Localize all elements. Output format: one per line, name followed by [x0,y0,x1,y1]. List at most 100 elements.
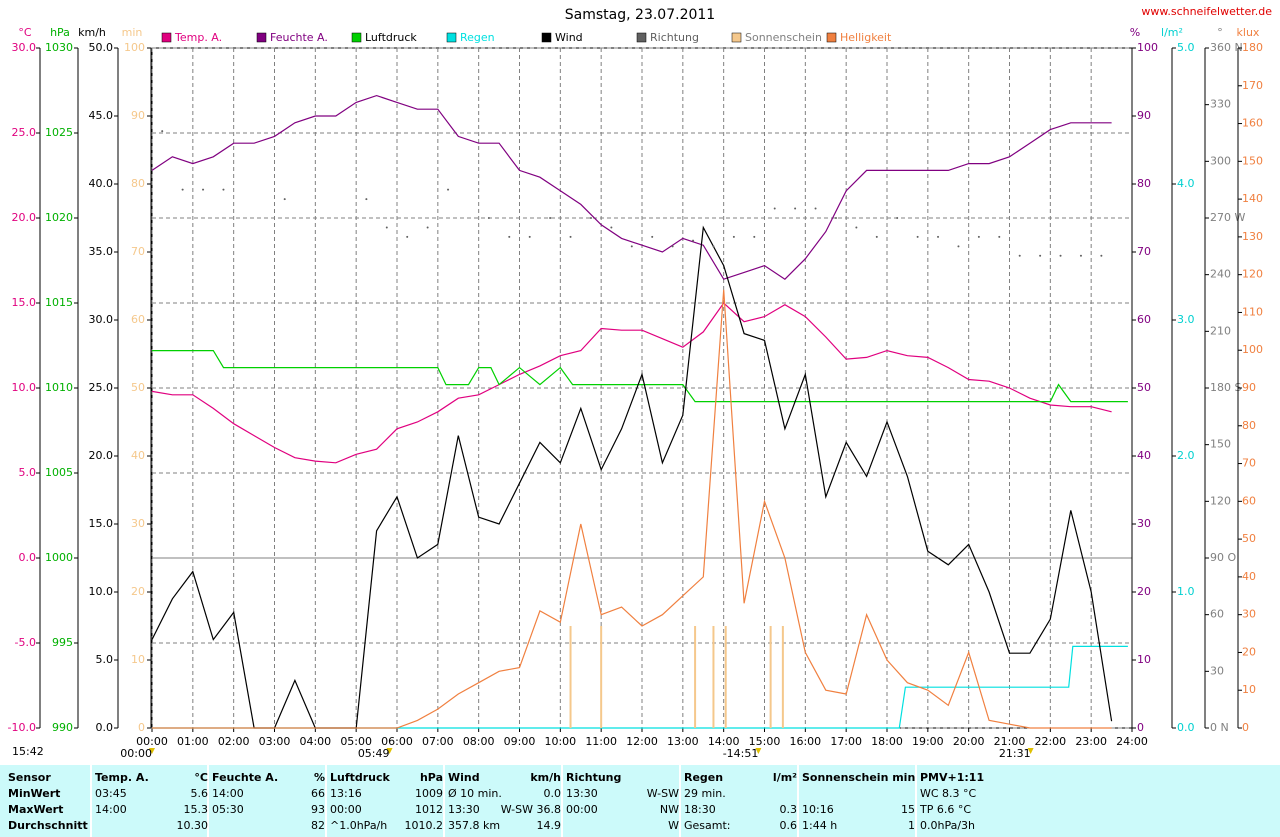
x-tick-label: 19:00 [912,735,944,748]
y-tick-label: 180 S [1210,381,1241,394]
x-tick-label: 24:00 [1116,735,1148,748]
y-tick-label: 30 [131,517,145,530]
y-tick-label: 100 [1137,41,1158,54]
table-cell: 0.6 [780,819,798,832]
direction-dot [365,198,368,201]
direction-dot [794,207,797,210]
y-tick-label: 90 O [1210,551,1236,564]
table-cell: MinWert [8,787,60,800]
y-tick-label: 40 [1137,449,1151,462]
y-tick-label: 180 [1242,41,1263,54]
series-line [151,225,1113,729]
y-tick-label: 10.0 [12,381,37,394]
table-cell: 15 [901,803,915,816]
y-tick-label: 0 [138,721,145,734]
table-cell: PMV+1:11 [920,771,984,784]
legend-swatch [541,32,552,43]
direction-dot [732,235,735,238]
table-cell: W [668,819,679,832]
site: www.schneifelwetter.de [1141,5,1272,18]
table-background [0,765,1280,837]
y-tick-label: 35.0 [89,245,114,258]
y-tick-label: 90 [1242,381,1256,394]
direction-dot [875,235,878,238]
y-tick-label: 40 [1242,570,1256,583]
annotation: 00:00 [120,747,152,760]
direction-dot [834,217,837,219]
table-cell: 14.9 [537,819,562,832]
y-tick-label: 5.0 [96,653,114,666]
table-cell: 82 [311,819,325,832]
y-tick-label: 150 [1210,438,1231,451]
y-tick-label: 80 [1137,177,1151,190]
table-cell: 10.30 [177,819,209,832]
table-cell: 00:00 [566,803,598,816]
axis-unit: min [122,26,143,39]
y-tick-label: 0 [1242,721,1249,734]
y-tick-label: 30 [1210,664,1224,677]
y-tick-label: 240 [1210,268,1231,281]
series-line [152,289,1112,729]
x-tick-label: 03:00 [259,735,291,748]
table-cell: 14:00 [212,787,244,800]
y-tick-label: 20 [1137,585,1151,598]
table-cell: Durchschnitt [8,819,88,832]
y-tick-label: 30 [1137,517,1151,530]
annotation-marker [149,748,155,754]
table-cell: 1010.2 [405,819,444,832]
x-tick-label: 02:00 [218,735,250,748]
direction-dot [222,188,225,191]
table-cell: 1012 [415,803,443,816]
table-cell: 0.3 [780,803,798,816]
direction-dot [937,235,940,238]
axis-unit: ° [1217,26,1223,39]
y-tick-label: 70 [131,245,145,258]
series-line [151,94,1112,280]
direction-dot [426,226,429,229]
y-tick-label: 4.0 [1177,177,1195,190]
x-tick-label: 21:00 [994,735,1026,748]
x-tick-label: 11:00 [585,735,617,748]
y-tick-label: 60 [1210,608,1224,621]
y-tick-label: 40.0 [89,177,114,190]
y-tick-label: 10 [1242,683,1256,696]
direction-dot [1079,254,1082,257]
direction-dot [487,217,490,219]
legend-label: Sonnenschein [745,31,822,44]
y-tick-label: 70 [1137,245,1151,258]
x-tick-label: 16:00 [789,735,821,748]
y-tick-label: 1000 [45,551,73,564]
table-cell: 1009 [415,787,443,800]
y-tick-label: -10.0 [8,721,36,734]
y-tick-label: 15.0 [89,517,114,530]
legend-swatch [161,32,172,43]
y-tick-label: 20.0 [12,211,37,224]
table-cell: 357.8 km [448,819,500,832]
axis-unit: °C [18,26,32,39]
direction-dot [385,226,388,229]
table-cell: 0.0 [544,787,562,800]
annotation-marker [386,748,393,754]
direction-dot [1039,254,1042,257]
y-tick-label: 30.0 [12,41,37,54]
table-cell: W-SW 36.8 [501,803,561,816]
y-tick-label: 0.0 [1177,721,1195,734]
series-line [152,645,1128,729]
direction-dot [692,239,695,242]
direction-dot [406,235,409,238]
y-tick-label: 1.0 [1177,585,1195,598]
x-tick-label: 12:00 [626,735,658,748]
y-tick-label: 1010 [45,381,73,394]
annotation: 21:31 [999,747,1031,760]
legend-swatch [731,32,742,43]
x-tick-label: 22:00 [1034,735,1066,748]
table-cell: Luftdruck [330,771,391,784]
y-tick-label: 60 [1242,494,1256,507]
y-tick-label: 5.0 [19,466,37,479]
y-tick-label: 25.0 [89,381,114,394]
table-cell: WC 8.3 °C [920,787,977,800]
y-tick-label: 1025 [45,126,73,139]
series-line [151,302,1112,464]
legend-label: Feuchte A. [270,31,328,44]
